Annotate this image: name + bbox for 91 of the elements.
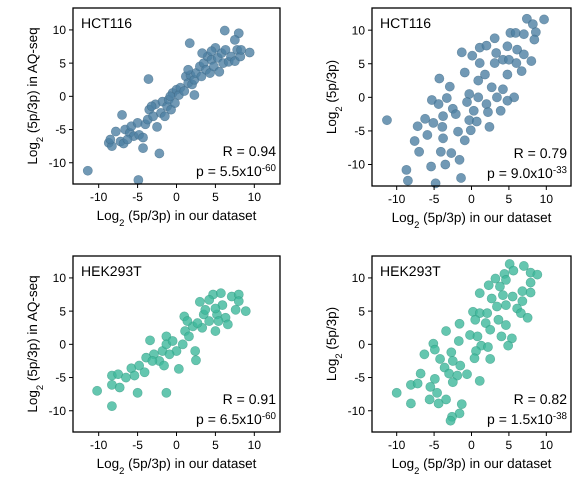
point: [134, 360, 144, 370]
point: [161, 388, 172, 398]
annotation: p = 6.5x10$^{-60}$: [196, 410, 277, 427]
point: [204, 316, 214, 326]
annotation: HEK293T: [380, 263, 442, 279]
y-tick-label: 5: [59, 304, 66, 318]
annotation: R = 0.79: [514, 145, 568, 161]
annotation: HCT116: [81, 15, 132, 31]
y-tick-label: -10: [348, 404, 366, 418]
point: [164, 349, 174, 360]
point: [132, 388, 142, 398]
point: [184, 331, 194, 342]
x-tick-label: 10: [540, 438, 554, 452]
point: [234, 296, 244, 306]
x-tick-label: -10: [90, 190, 108, 204]
y-tick-label: 0: [358, 90, 366, 105]
point: [192, 318, 202, 328]
annotation: HCT116: [380, 15, 432, 31]
point: [113, 369, 124, 380]
point: [216, 288, 226, 298]
point: [200, 304, 210, 315]
y-tick-label: 5: [358, 304, 366, 318]
x-tick-label: -5: [132, 190, 144, 204]
point: [114, 382, 125, 392]
x-tick-label: 10: [248, 438, 262, 452]
x-tick-label: 5: [506, 192, 513, 206]
y-tick-label: 0: [59, 338, 66, 352]
point: [140, 367, 150, 378]
point: [168, 336, 178, 346]
x-tick-label: -5: [428, 438, 440, 452]
point: [204, 294, 214, 305]
point: [121, 372, 131, 382]
point: [222, 320, 233, 330]
point: [194, 296, 205, 307]
y-tick-label: 5: [358, 56, 366, 71]
x-axis-title: Log$_{2}$ (5p/3p) in our dataset: [96, 208, 257, 228]
x-axis-title: Log$_{2}$ (5p/3p) in our dataset: [96, 456, 257, 476]
point: [210, 304, 220, 314]
x-tick-label: -10: [90, 438, 108, 452]
x-tick-label: 0: [173, 190, 180, 204]
x-tick-label: -5: [132, 438, 144, 452]
y-tick-label: -5: [55, 122, 66, 137]
y-tick-label: 10: [52, 271, 66, 286]
x-tick-label: -10: [388, 438, 406, 452]
point: [107, 380, 117, 390]
point: [214, 316, 224, 326]
point: [174, 364, 184, 374]
point: [92, 386, 102, 396]
x-tick-label: 0: [173, 438, 180, 452]
x-tick-label: 0: [468, 192, 476, 206]
y-tick-label: -10: [48, 404, 66, 418]
point: [147, 356, 158, 366]
annotation: p = 9.0x10$^{-33}$: [487, 164, 568, 181]
y-tick-label: -5: [354, 370, 366, 385]
point: [107, 401, 117, 411]
point: [190, 346, 200, 356]
x-axis-title: Log$_{2}$ (5p/3p) in our dataset: [392, 456, 552, 476]
point: [178, 339, 188, 350]
point: [191, 355, 201, 366]
annotation: p = 1.5x10$^{-38}$: [487, 410, 568, 427]
y-tick-label: 0: [59, 90, 66, 104]
y-tick-label: -5: [354, 124, 366, 138]
y-tick-label: 10: [352, 23, 366, 38]
point: [230, 304, 241, 315]
x-tick-label: 5: [212, 190, 220, 204]
annotation: R = 0.91: [222, 391, 276, 407]
y-tick-label: -10: [348, 158, 366, 172]
y-tick-label: 0: [358, 338, 366, 352]
annotation: HEK293T: [81, 263, 142, 279]
x-tick-label: 5: [212, 438, 220, 452]
x-axis-title: Log$_{2}$ (5p/3p) in our dataset: [392, 210, 552, 230]
x-tick-label: 10: [248, 190, 262, 204]
y-tick-label: 10: [352, 271, 366, 286]
point: [210, 326, 220, 336]
point: [145, 335, 155, 346]
point: [240, 306, 251, 316]
x-tick-label: -5: [428, 192, 440, 206]
point: [130, 370, 140, 380]
y-tick-label: -5: [55, 370, 66, 385]
annotation: p = 5.5x10$^{-60}$: [196, 162, 277, 179]
point: [159, 360, 169, 370]
x-tick-label: 5: [506, 438, 513, 452]
x-tick-label: -10: [388, 192, 406, 206]
annotation: R = 0.82: [514, 391, 568, 407]
x-tick-label: 0: [468, 438, 476, 452]
annotation: R = 0.94: [222, 143, 276, 159]
y-tick-label: 10: [52, 23, 66, 38]
point: [182, 316, 192, 326]
x-tick-label: 10: [540, 192, 554, 206]
y-tick-label: -10: [48, 156, 66, 170]
y-tick-label: 5: [59, 56, 66, 70]
